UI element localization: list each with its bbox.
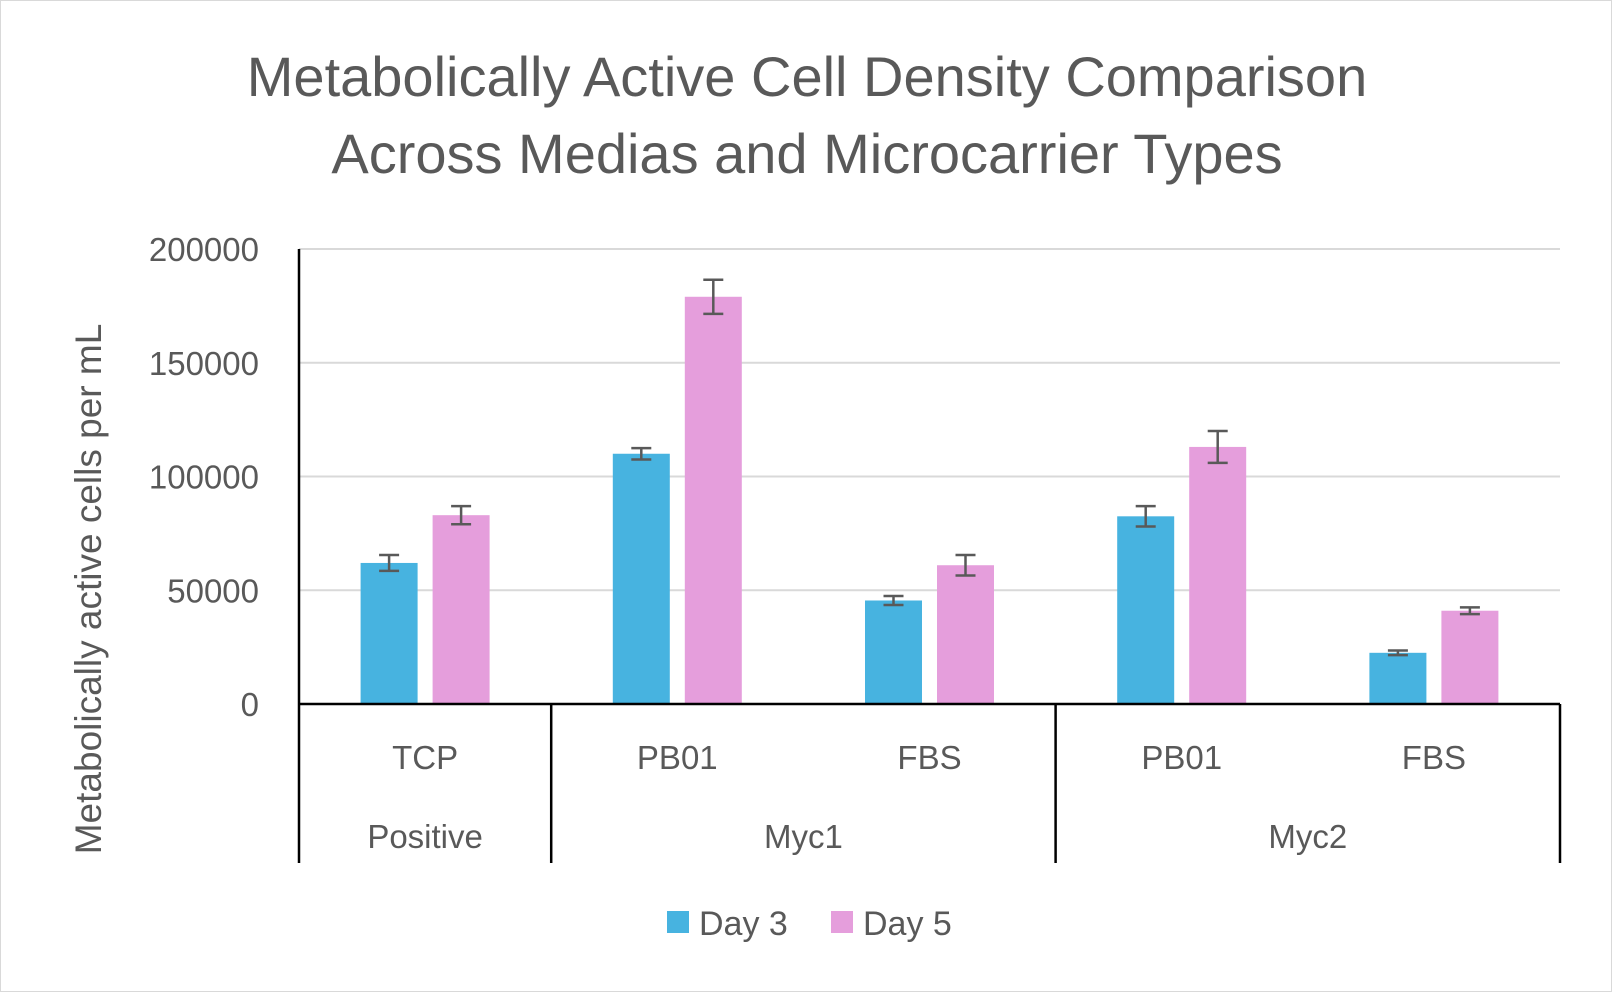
- chart-title-line-1: Metabolically Active Cell Density Compar…: [247, 45, 1367, 108]
- bar-day-5: [1189, 446, 1247, 704]
- chart-title: Metabolically Active Cell Density Compar…: [247, 45, 1367, 185]
- y-tick-label: 150000: [149, 345, 259, 382]
- y-tick-label: 100000: [149, 459, 259, 496]
- legend-label: Day 3: [699, 905, 788, 943]
- x-axis: TCP PB01 FBS PB01 FBS Positive Myc1 Myc2: [297, 249, 1562, 863]
- y-tick-label: 50000: [167, 572, 259, 609]
- legend-swatch: [667, 911, 689, 933]
- bar-day-5: [684, 296, 742, 704]
- bar-day-3: [612, 453, 670, 704]
- x-tick-label: PB01: [1141, 739, 1222, 776]
- bar-day-3: [1369, 652, 1427, 704]
- x-tick-label: TCP: [392, 739, 458, 776]
- error-bars: [379, 278, 1480, 657]
- legend-label: Day 5: [863, 905, 952, 943]
- x-tick-label: FBS: [1402, 739, 1466, 776]
- legend-swatch: [831, 911, 853, 933]
- y-tick-label: 200000: [149, 231, 259, 268]
- y-tick-label: 0: [241, 686, 259, 723]
- x-group-label: Positive: [367, 818, 483, 855]
- y-axis-ticks: 0 50000 100000 150000 200000: [149, 231, 259, 723]
- legend: Day 3 Day 5: [667, 905, 952, 943]
- bar-day-3: [360, 562, 418, 704]
- x-tick-label: FBS: [897, 739, 961, 776]
- bar-day-3: [1117, 516, 1175, 704]
- bar-day-5: [937, 565, 994, 704]
- bars: [360, 296, 1499, 704]
- gridlines: [299, 248, 1560, 592]
- y-axis-title: Metabolically active cells per mL: [68, 324, 109, 855]
- x-group-label: Myc1: [764, 818, 843, 855]
- x-tick-label: PB01: [637, 739, 718, 776]
- bar-day-5: [1441, 610, 1499, 704]
- bar-day-5: [432, 515, 490, 704]
- x-group-label: Myc2: [1268, 818, 1347, 855]
- bar-day-3: [865, 600, 922, 704]
- chart-title-line-2: Across Medias and Microcarrier Types: [331, 122, 1282, 185]
